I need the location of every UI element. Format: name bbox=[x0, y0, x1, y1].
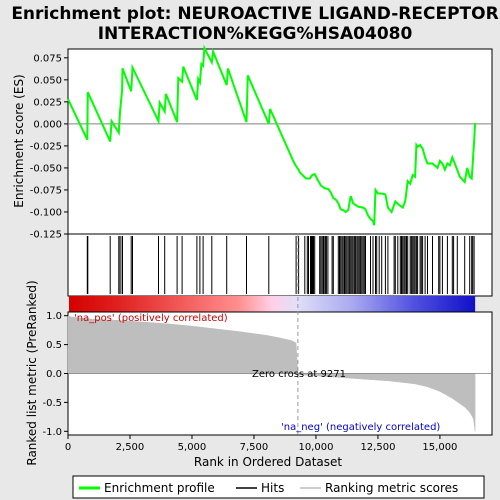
rank-ytick-label: 1.0 bbox=[46, 311, 62, 322]
xtick-label: 2,500 bbox=[116, 442, 145, 453]
es-ytick-label: -0.125 bbox=[30, 230, 62, 241]
rank-ytick-label: -1.0 bbox=[42, 427, 62, 438]
xtick-label: 0 bbox=[65, 442, 71, 453]
es-ytick-label: 0.050 bbox=[33, 75, 62, 86]
x-ticks: 0 2,500 5,000 7,500 10,000 12,500 15,000 bbox=[65, 435, 457, 453]
es-ytick-label: -0.025 bbox=[30, 141, 62, 152]
es-ytick-label: -0.100 bbox=[30, 207, 62, 218]
rank-ytick-label: 0.5 bbox=[46, 340, 62, 351]
hit-markers bbox=[86, 236, 475, 294]
xtick-label: 5,000 bbox=[178, 442, 207, 453]
rank-y-ticks: 1.0 0.5 0.0 -0.5 -1.0 bbox=[42, 311, 68, 438]
xtick-label: 12,500 bbox=[360, 442, 395, 453]
es-ytick-label: 0.025 bbox=[33, 97, 62, 108]
es-ytick-label: 0.075 bbox=[33, 53, 62, 64]
rank-ytick-label: 0.0 bbox=[46, 369, 62, 380]
x-axis-label: Rank in Ordered Dataset bbox=[194, 455, 342, 469]
xtick-label: 15,000 bbox=[422, 442, 457, 453]
zero-cross-label: Zero cross at 9271 bbox=[252, 369, 346, 380]
rank-color-bar bbox=[69, 296, 476, 312]
es-y-ticks: 0.075 0.050 0.025 0.000 -0.025 -0.050 -0.075 -0… bbox=[30, 53, 68, 241]
negative-label: 'na_neg' (negatively correlated) bbox=[281, 422, 440, 433]
legend-label-ranking: Ranking metric scores bbox=[325, 481, 458, 495]
es-y-axis-label: Enrichment score (ES) bbox=[12, 74, 26, 207]
xtick-label: 10,000 bbox=[298, 442, 333, 453]
es-ytick-label: 0.000 bbox=[33, 119, 62, 130]
chart-title-line-2: INTERACTION%KEGG%HSA04080 bbox=[98, 24, 413, 44]
chart-title-line-1: Enrichment plot: NEUROACTIVE LIGAND-RECE… bbox=[11, 4, 498, 24]
es-ytick-label: -0.075 bbox=[30, 185, 62, 196]
positive-label: 'na_pos' (positively correlated) bbox=[74, 313, 228, 324]
xtick-label: 7,500 bbox=[240, 442, 269, 453]
rank-ytick-label: -0.5 bbox=[42, 398, 62, 409]
es-ytick-label: -0.050 bbox=[30, 163, 62, 174]
enrichment-profile-series bbox=[67, 44, 477, 226]
legend-label-hits: Hits bbox=[261, 481, 284, 495]
legend-label-enrichment: Enrichment profile bbox=[104, 481, 215, 495]
legend-box bbox=[72, 475, 485, 499]
rank-y-axis-label: Ranked list metric (PreRanked) bbox=[25, 280, 39, 465]
enrichment-profile-line bbox=[67, 44, 477, 226]
